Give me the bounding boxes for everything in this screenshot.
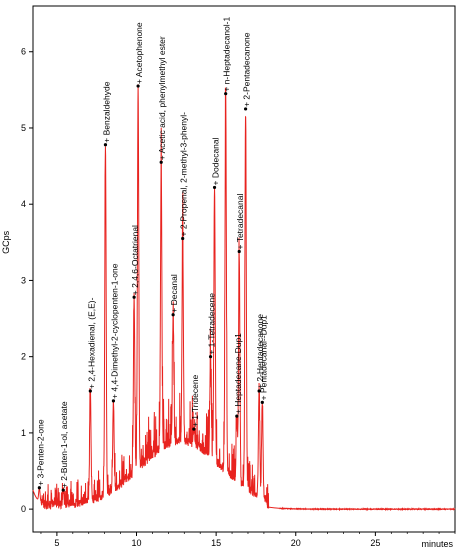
peak-label: + 2,4,6-Octatrienal [130,225,140,295]
peak-label: + Decanal [169,274,179,313]
peak-marker [159,160,163,164]
peak-marker [171,313,175,317]
plot-frame [32,5,456,533]
axes: 5 10 15 20 25 0 1 2 3 4 5 6 minutes GCps [1,47,456,549]
y-tick-label: 3 [21,275,26,285]
peak-label: + n-Heptadecanol-1 [222,16,232,91]
peak-label: + 2-Heptadecanone [255,314,265,389]
peak-label: + Heptadecane-Dup1 [233,333,243,414]
y-tick-label: 0 [21,504,26,514]
peak-label: + 3-Penten-2-one [35,419,45,486]
peak-marker [136,84,140,88]
peak-marker [260,400,264,405]
y-tick-label: 2 [21,352,26,362]
peak-marker [235,414,239,418]
x-axis-title: minutes [421,539,453,549]
peak-marker [243,107,248,111]
x-tick-label: 20 [291,538,301,548]
y-tick-label: 1 [21,428,26,438]
x-tick-label: 10 [132,538,142,548]
peak-marker [208,355,213,359]
x-tick-label: 25 [370,538,380,548]
x-tick-label: 15 [211,538,221,548]
y-tick-label: 4 [21,199,26,209]
chromatogram-trace [32,84,456,512]
peak-marker [103,143,108,147]
peak-label: + 2-Buten-1-ol, acetate [59,401,69,488]
peak-marker [212,185,217,190]
peak-labels: + 3-Penten-2-one + 2-Buten-1-ol, acetate +… [35,16,268,492]
peak-marker [111,399,116,403]
plot-border [32,5,456,533]
peak-marker [88,389,92,393]
x-tick-label: 5 [54,538,59,548]
peak-label: + Acetophenone [134,22,144,84]
y-axis-title: GCps [1,230,11,254]
peak-label: + Pentadecanal--Dup1 [258,315,268,401]
peak-label: + 1-Tridecene [190,374,200,427]
peak-marker [257,389,261,393]
y-tick-label: 5 [21,123,26,133]
trace-layer [32,84,456,512]
peak-label: + Acetic acid, phenylmethyl ester [157,36,167,160]
y-tick-label: 6 [21,47,26,57]
peak-marker [61,488,65,492]
peak-marker [224,92,228,96]
peak-label: + 2-Pentadecanone [242,32,252,107]
peak-label: + Benzaldehyde [101,81,111,142]
peak-marker [37,486,41,490]
peak-label: + 4,4-Dimethyl-2-cyclopenten-1-one [109,263,119,399]
peak-label: + 2,4-Hexadienal, (E,E)- [86,297,96,389]
peak-label: + Tetradecanal [235,194,245,250]
peak-marker [237,249,241,254]
peak-label: + Dodecanal [211,137,221,185]
peak-marker [192,427,196,431]
peak-marker [181,236,185,241]
peak-label: + 1-Tetradecene [207,293,217,355]
peak-label: + 2-Propenal, 2-methyl-3-phenyl- [179,112,189,237]
peak-marker [132,295,136,299]
